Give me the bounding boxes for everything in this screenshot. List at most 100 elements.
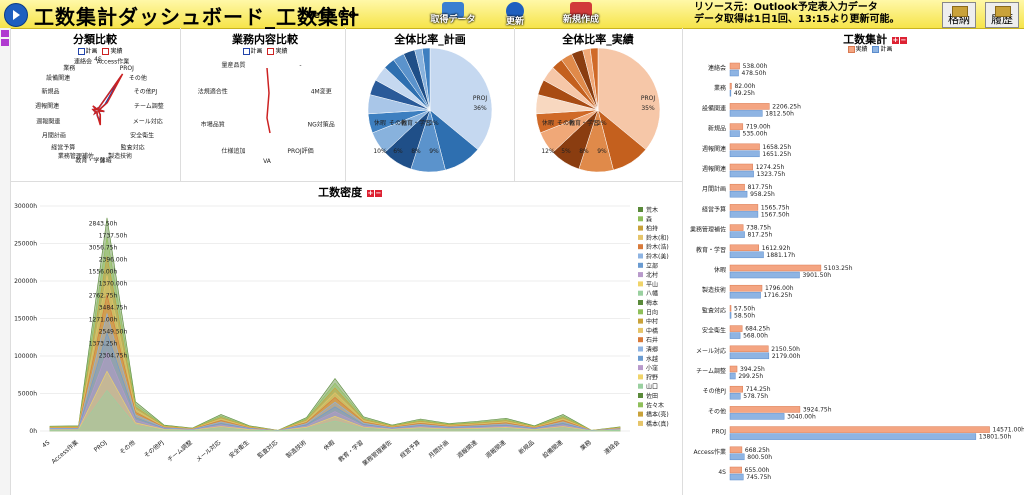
- collapse-icon[interactable]: −: [374, 188, 382, 197]
- info-line-2: データ取得は1日1回、13:15より更新可能。: [694, 14, 900, 25]
- legend-label: 日向: [646, 308, 658, 316]
- x-tick-label: 業務: [578, 438, 592, 452]
- data-source-info: リソース元：Outlook予定表入力データ データ取得は1日1回、13:15より…: [694, 2, 900, 26]
- radar-axis-label: 業務管理補佐: [58, 152, 94, 160]
- area-series: [49, 312, 621, 432]
- collapse-icon[interactable]: −: [899, 35, 907, 44]
- bar-category-label: 週報関連: [702, 165, 726, 173]
- area-series: [49, 351, 621, 432]
- x-tick-label: 製造技術: [284, 438, 308, 460]
- legend-label: 山口: [646, 383, 658, 391]
- plan-value-label: 49.25h: [734, 90, 755, 97]
- data-label: 2843.50h: [89, 221, 118, 228]
- collapse-icon[interactable]: [1, 39, 9, 46]
- plan-value-label: 2179.00h: [772, 353, 801, 360]
- legend-swatch: [638, 383, 643, 389]
- plan-bar: [729, 332, 741, 339]
- new-file-button[interactable]: 新規作成: [556, 2, 606, 25]
- plan-bar: [729, 433, 977, 440]
- legend-swatch: [638, 309, 643, 315]
- expand-icon[interactable]: +: [891, 35, 899, 44]
- plan-value-label: 1716.25h: [764, 292, 793, 299]
- refresh-button[interactable]: 更新: [500, 2, 530, 27]
- actual-value-label: 3924.75h: [803, 406, 832, 413]
- legend-swatch: [638, 374, 643, 380]
- data-label: 2549.50h: [99, 329, 128, 336]
- legend-swatch: [638, 337, 643, 343]
- radar-axis-label: 安全衛生: [130, 132, 154, 140]
- bar-category-label: 連絡会: [708, 64, 726, 72]
- plan-value-label: 299.25h: [738, 373, 763, 380]
- work-content-compare-title: 業務内容比較: [232, 33, 298, 46]
- radar-axis-label: Access作業: [97, 57, 130, 65]
- bar-category-label: チーム調整: [696, 367, 726, 375]
- bar-category-label: 週報関連: [702, 145, 726, 153]
- x-tick-label: 教育・学習: [337, 438, 365, 463]
- home-icon[interactable]: [4, 3, 28, 27]
- radar-axis-label: メール対応: [133, 117, 163, 125]
- radar-series-actual: [266, 67, 271, 134]
- expand-icon[interactable]: [1, 30, 9, 37]
- legend-label: 北村: [646, 271, 658, 279]
- legend-swatch: [638, 244, 643, 250]
- x-tick-label: 業務管理補佐: [361, 438, 394, 467]
- plan-bar: [729, 89, 732, 97]
- bar-category-label: 製造技術: [702, 286, 726, 294]
- actual-bar: [729, 103, 770, 110]
- actual-value-label: 1658.25h: [763, 144, 792, 151]
- actual-value-label: 5103.25h: [824, 265, 853, 272]
- plan-bar: [729, 190, 748, 198]
- area-series: [49, 370, 621, 432]
- radar-axis-label: 仕様追加: [221, 147, 245, 155]
- pie-slice-label: 6%: [393, 148, 403, 155]
- actual-bar: [729, 224, 744, 231]
- bar-category-label: 監査対応: [702, 306, 726, 314]
- actual-value-label: 714.25h: [746, 386, 771, 393]
- actual-value-label: 57.50h: [734, 305, 755, 312]
- bar-category-label: その他PJ: [703, 387, 727, 395]
- y-tick-label: 5000h: [18, 391, 37, 398]
- expand-icon[interactable]: +: [366, 188, 374, 197]
- actual-legend-icon: [102, 48, 110, 55]
- legend-label: 立部: [646, 262, 658, 270]
- legend-label: 鈴木(浩): [646, 243, 669, 251]
- plan-value-label: 817.25h: [748, 232, 773, 239]
- actual-bar: [729, 345, 769, 353]
- plan-bar: [729, 231, 745, 238]
- divider: [345, 28, 346, 181]
- legend-actual: 実績: [855, 46, 868, 53]
- plan-bar: [729, 312, 732, 319]
- header-bar: 工数集計ダッシュボード_工数集計 Ver.3.0.0 取得データ 更新 新規作成…: [0, 0, 1024, 29]
- legend-swatch: [638, 318, 643, 324]
- plan-value-label: 745.75h: [746, 474, 771, 481]
- x-tick-label: 設備関連: [541, 438, 565, 460]
- radar-axis-label: 設備関連: [46, 74, 70, 82]
- area-series: [49, 275, 621, 432]
- radar-axis-label: チーム調整: [134, 102, 164, 110]
- legend-swatch: [638, 420, 643, 426]
- y-tick-label: 20000h: [14, 278, 37, 285]
- page-title: 工数集計ダッシュボード_工数集計: [34, 5, 360, 29]
- plan-value-label: 3901.50h: [802, 272, 831, 279]
- legend-label: 橋本(真): [646, 420, 669, 428]
- area-series: [49, 389, 621, 432]
- history-button[interactable]: 履歴: [985, 2, 1019, 28]
- data-label: 1556.00h: [89, 269, 118, 276]
- actual-bar: [729, 143, 760, 151]
- plan-bar: [729, 372, 736, 380]
- archive-button[interactable]: 格納: [942, 2, 976, 28]
- legend-swatch: [638, 262, 643, 268]
- bar-category-label: 4S: [718, 469, 726, 476]
- legend-swatch: [638, 272, 643, 278]
- fetch-data-button[interactable]: 取得データ: [428, 2, 478, 25]
- actual-bar: [729, 123, 744, 130]
- x-tick-label: Access作業: [50, 438, 80, 465]
- radar-axis-label: 製造技術: [108, 152, 132, 160]
- plan-value-label: 535.00h: [743, 131, 768, 138]
- plan-value-label: 1881.17h: [767, 252, 796, 259]
- pie-slice-label: 休暇: [542, 119, 554, 127]
- x-tick-label: 経営予算: [398, 438, 422, 460]
- pie-slice-label: 9%: [597, 148, 607, 155]
- actual-bar: [729, 446, 743, 454]
